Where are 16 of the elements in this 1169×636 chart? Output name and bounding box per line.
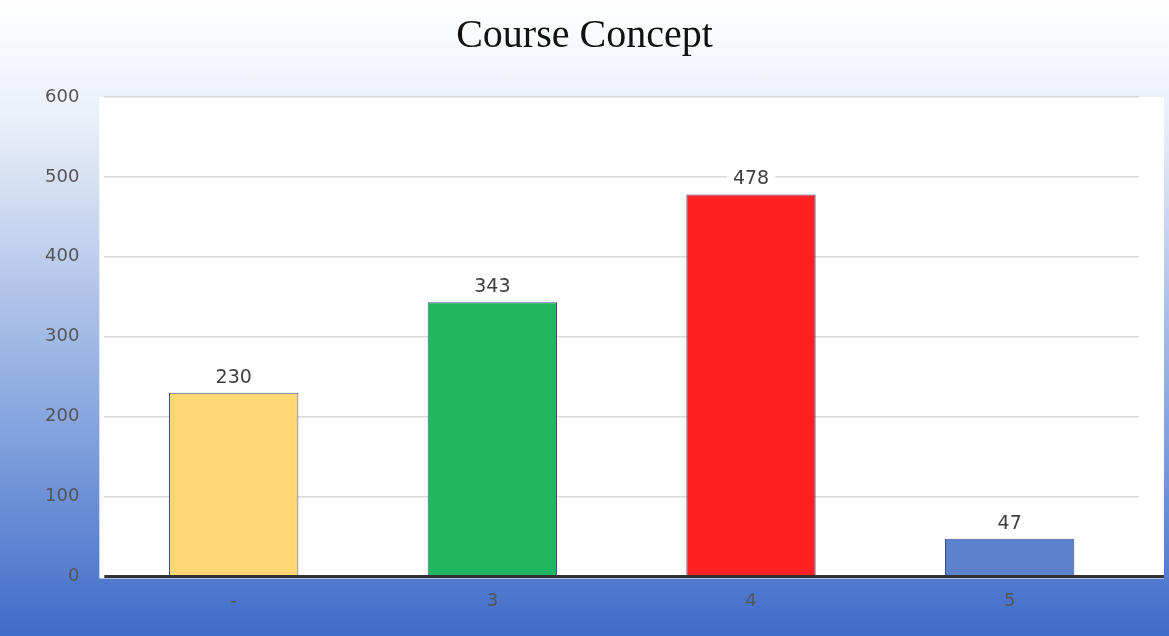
y-tick-label: 400 (45, 244, 80, 266)
y-tick-label: 0 (67, 564, 80, 586)
y-tick-label: 300 (45, 324, 80, 346)
data-label: 47 (997, 510, 1022, 533)
x-tick-label: 3 (486, 588, 499, 610)
data-label: 478 (732, 166, 770, 189)
data-label: 343 (474, 274, 511, 297)
chart-title: Course Concept (455, 10, 714, 57)
y-tick-label: 100 (45, 484, 80, 506)
y-tick-label: 500 (45, 164, 80, 186)
x-tick-label: - (230, 588, 237, 610)
x-tick-label: 5 (1003, 588, 1016, 610)
y-tick-label: 200 (45, 404, 80, 426)
x-tick-label: 4 (745, 588, 757, 610)
data-label: 230 (215, 364, 252, 387)
y-tick-label: 600 (45, 84, 80, 106)
